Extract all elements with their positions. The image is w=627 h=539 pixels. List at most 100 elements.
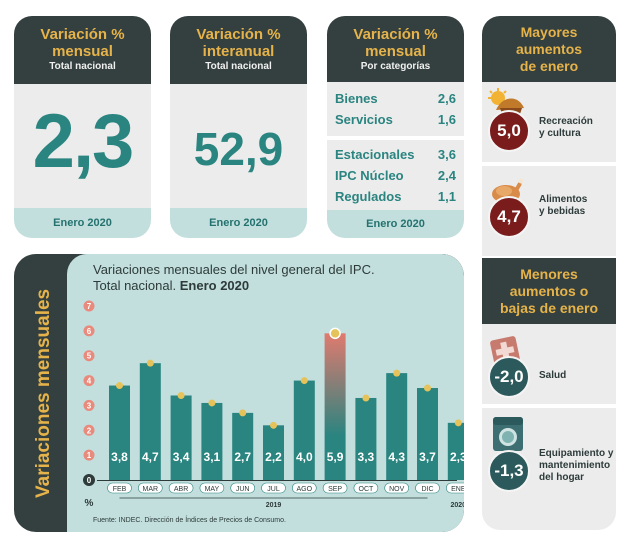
category-value: 2,4	[437, 168, 456, 183]
mayores-value-badge: 5,0	[488, 110, 530, 152]
bar-value-label: 4,3	[388, 450, 405, 464]
y-tick-dot	[83, 449, 95, 461]
card-title-line2: mensual	[52, 43, 113, 60]
bar-jul	[263, 425, 284, 480]
chart-vertical-label: Variaciones mensuales	[33, 289, 54, 498]
menores-item-label: Equipamiento y mantenimiento del hogar	[539, 448, 613, 484]
bar-top-dot	[239, 409, 247, 417]
card-subtitle: Total nacional	[49, 61, 116, 72]
y-tick-label: 6	[87, 327, 92, 336]
month-pill	[353, 482, 379, 494]
menores-item-salud: -2,0 Salud	[482, 324, 616, 404]
menores-title-line2: aumentos o	[509, 283, 589, 299]
y-tick-dot	[83, 424, 95, 436]
label-line1: Equipamiento y	[539, 448, 614, 459]
card-por-categorias: Variación % mensual Por categorías Biene…	[327, 16, 464, 238]
year-label-2020: 2020	[451, 502, 464, 509]
y-tick-label: 0	[87, 476, 92, 485]
y-tick-dot	[83, 399, 95, 411]
card-body: 2,3	[14, 84, 151, 208]
menores-value-badge: -2,0	[488, 356, 530, 398]
month-label: JUN	[236, 486, 250, 493]
month-label: NOV	[389, 486, 405, 493]
category-value: 1,1	[437, 189, 456, 204]
bar-value-label: 3,7	[419, 450, 436, 464]
month-label: FEB	[113, 486, 127, 493]
card-subtitle: Por categorías	[360, 61, 431, 72]
mayores-value-badge: 4,7	[488, 196, 530, 238]
bar-top-dot	[329, 327, 341, 340]
bar-ago	[293, 380, 315, 480]
y-tick-label: 5	[87, 352, 92, 361]
chart-title-line2: Total nacional. Enero 2020	[93, 278, 249, 294]
mayores-header: Mayores aumentos de enero	[482, 16, 616, 82]
month-pill	[415, 482, 440, 494]
y-tick-dot	[83, 300, 95, 312]
menores-value-badge: -1,3	[488, 450, 530, 492]
mayores-title-line1: Mayores	[520, 24, 578, 40]
label-line1: Recreación	[539, 116, 593, 127]
y-tick-dot	[83, 375, 95, 387]
label-line2: y cultura	[539, 128, 581, 139]
month-pill	[322, 482, 348, 494]
bar-top-dot	[300, 377, 308, 385]
y-axis-unit: %	[85, 498, 94, 509]
label-line3: del hogar	[539, 472, 585, 483]
bar-ene	[447, 422, 464, 480]
month-label: JUL	[267, 486, 280, 493]
card-header: Variación % interanual Total nacional	[170, 16, 307, 84]
bar-top-dot	[270, 421, 277, 429]
bar-top-dot	[454, 419, 462, 427]
chart-card: Variaciones mensuales Variaciones mensua…	[14, 254, 464, 532]
card-title-line2: mensual	[365, 43, 426, 60]
mayores-item-label: Recreación y cultura	[539, 116, 593, 140]
chart-area: Variaciones mensuales del nivel general …	[67, 254, 464, 532]
category-label: Regulados	[335, 189, 402, 204]
label-line2: y bebidas	[539, 206, 586, 217]
card-header: Variación % mensual Total nacional	[14, 16, 151, 84]
month-pill	[107, 482, 132, 494]
y-tick-label: 3	[87, 401, 92, 410]
category-row-servicios: Servicios 1,6	[327, 109, 464, 130]
y-tick-label: 7	[87, 302, 92, 311]
label-line1: Salud	[539, 370, 567, 381]
washing-machine-icon	[493, 417, 523, 451]
category-value: 1,6	[437, 112, 456, 127]
mayores-item-recreacion: 5,0 Recreación y cultura	[482, 82, 616, 162]
category-divider	[327, 136, 464, 140]
bar-value-label: 5,9	[327, 450, 344, 464]
y-tick-label: 4	[87, 377, 92, 386]
bar-top-dot	[116, 382, 123, 390]
card-body-group2: Estacionales 3,6 IPC Núcleo 2,4 Regulado…	[327, 140, 464, 210]
category-label: Bienes	[335, 91, 378, 106]
bar-nov	[386, 373, 408, 480]
y-tick-label: 1	[87, 451, 92, 460]
bar-chart: 0 1 2 3 4 5 6 7% 3,8 FEB 4,7 MAR 3,4 ABR 3,1 MAY 2,7 JUN 2…	[83, 300, 464, 509]
y-tick-label: 2	[87, 426, 92, 435]
y-tick-dot	[83, 474, 95, 486]
category-row-ipc-nucleo: IPC Núcleo 2,4	[327, 165, 464, 186]
bar-top-dot	[393, 369, 401, 377]
chart-title-line1: Variaciones mensuales del nivel general …	[93, 262, 375, 277]
bar-abr	[170, 395, 192, 480]
month-pill	[384, 482, 410, 494]
month-label: DIC	[421, 486, 433, 493]
month-pill	[261, 482, 286, 494]
card-header: Variación % mensual Por categorías	[327, 16, 464, 82]
bar-top-dot	[208, 399, 216, 407]
y-tick-dot	[83, 325, 95, 337]
bar-value-label: 4,7	[142, 450, 159, 464]
card-subtitle: Total nacional	[205, 61, 272, 72]
category-label: IPC Núcleo	[335, 168, 404, 183]
month-label: ABR	[174, 486, 188, 493]
bar-dic	[417, 388, 438, 480]
month-pill	[138, 482, 163, 494]
card-body: 52,9	[170, 84, 307, 208]
value-mensual: 2,3	[32, 99, 135, 184]
month-pill	[199, 482, 225, 494]
chart-vertical-label-wrap: Variaciones mensuales	[33, 289, 54, 498]
side-divider	[482, 162, 616, 166]
menores-title-line3: bajas de enero	[499, 300, 599, 316]
month-label: SEP	[328, 486, 342, 493]
bar-value-label: 3,3	[358, 450, 375, 464]
